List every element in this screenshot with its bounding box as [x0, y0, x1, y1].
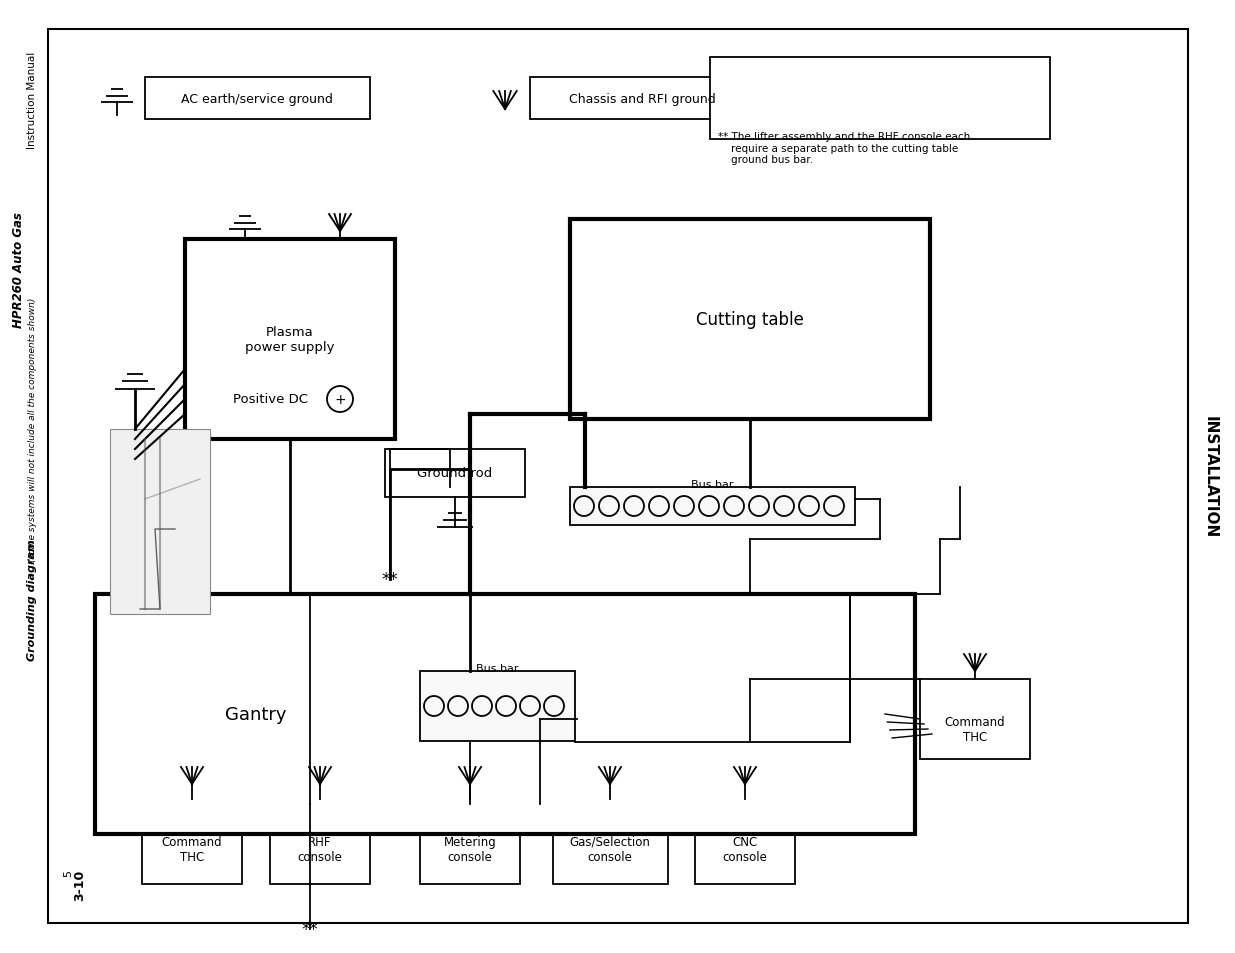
Bar [420, 671, 576, 741]
Bar [571, 220, 930, 419]
Bar [695, 804, 795, 884]
Bar [530, 78, 755, 120]
Text: Gantry: Gantry [225, 705, 287, 723]
Bar [420, 804, 520, 884]
Text: Command
THC: Command THC [162, 835, 222, 863]
Bar [553, 804, 668, 884]
Text: Ground rod: Ground rod [417, 467, 493, 480]
Text: CNC
console: CNC console [722, 835, 767, 863]
Text: 5: 5 [63, 869, 73, 876]
Bar [95, 595, 915, 834]
Text: INSTALLATION: INSTALLATION [1203, 416, 1218, 537]
Text: Cutting table: Cutting table [697, 311, 804, 329]
Text: Metering
console: Metering console [443, 835, 496, 863]
Bar [270, 804, 370, 884]
Bar [110, 430, 210, 615]
Bar [142, 804, 242, 884]
Text: Positive DC: Positive DC [232, 393, 308, 406]
Text: Instruction Manual: Instruction Manual [27, 51, 37, 149]
Text: **: ** [301, 920, 319, 938]
Text: HPR260 Auto Gas: HPR260 Auto Gas [11, 212, 25, 328]
Text: Command
THC: Command THC [945, 716, 1005, 743]
Bar [920, 679, 1030, 760]
Text: 3-10: 3-10 [74, 869, 86, 901]
Text: RHF
console: RHF console [298, 835, 342, 863]
Bar [144, 78, 370, 120]
Bar [571, 488, 855, 525]
Text: AC earth/service ground: AC earth/service ground [182, 92, 333, 106]
Bar [385, 450, 525, 497]
Text: Bus bar: Bus bar [477, 663, 519, 673]
Text: Plasma
power supply: Plasma power supply [246, 326, 335, 354]
Text: Grounding diagram: Grounding diagram [27, 538, 37, 660]
Text: +: + [335, 393, 346, 407]
Bar [185, 240, 395, 439]
Text: (some systems will not include all the components shown): (some systems will not include all the c… [27, 297, 37, 561]
Text: ** The lifter assembly and the RHF console each
    require a separate path to t: ** The lifter assembly and the RHF conso… [718, 132, 971, 165]
Text: **: ** [382, 571, 399, 588]
Text: Gas/Selection
console: Gas/Selection console [569, 835, 651, 863]
Text: Bus bar: Bus bar [690, 479, 734, 490]
Bar [710, 58, 1050, 140]
Text: Chassis and RFI ground: Chassis and RFI ground [568, 92, 715, 106]
